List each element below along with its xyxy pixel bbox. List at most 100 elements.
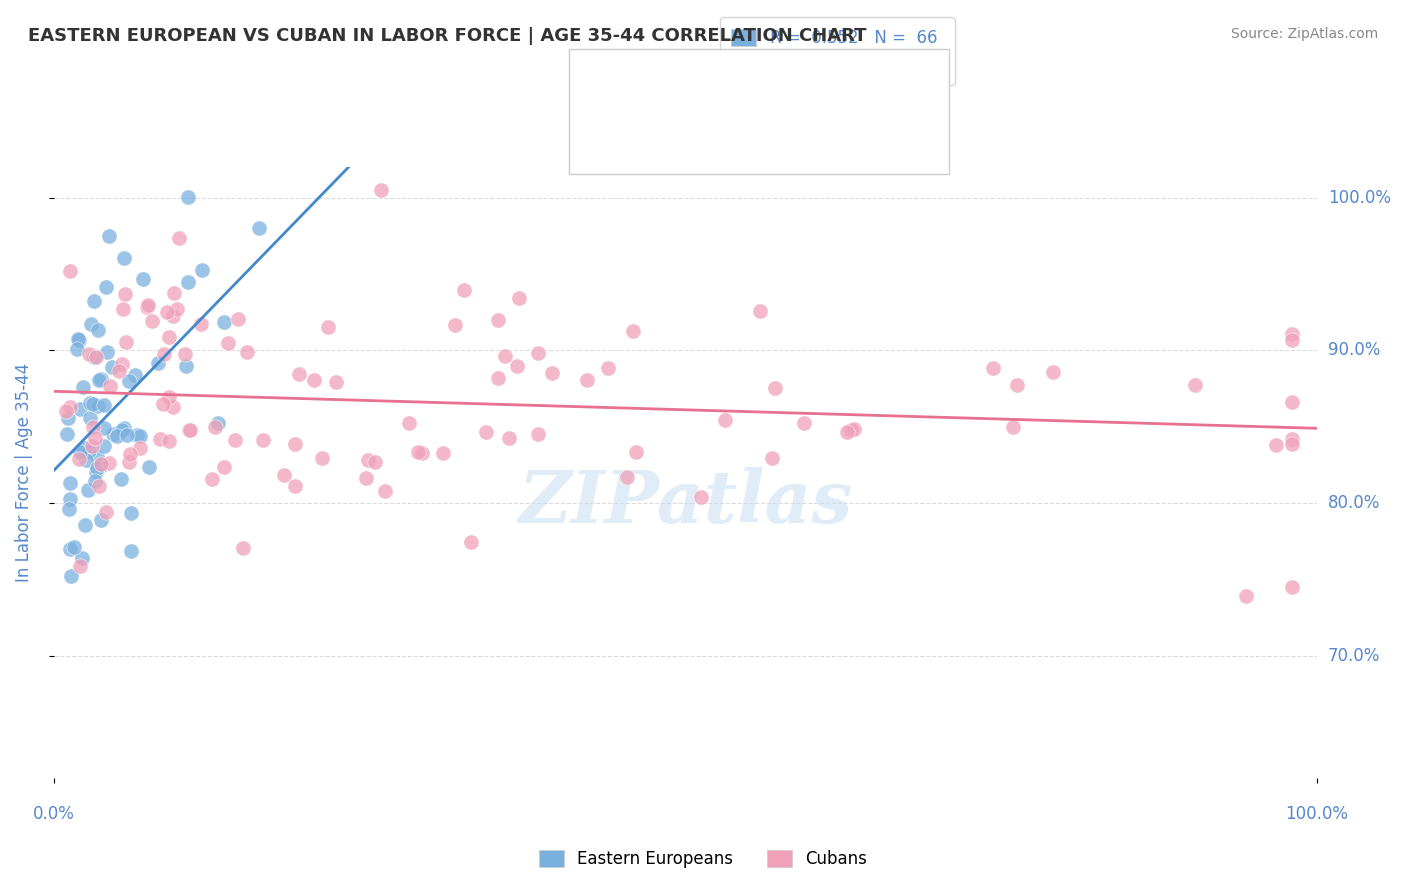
Point (149, 432, 172, 446)
Point (107, 363, 129, 377)
Point (129, 429, 152, 443)
Point (87, 323, 110, 337)
Point (761, 450, 783, 465)
Point (77, 483, 100, 497)
Point (75, 452, 97, 467)
Point (69, 559, 91, 574)
Point (125, 427, 148, 442)
Point (166, 301, 188, 316)
Point (75, 518, 97, 533)
Point (228, 312, 250, 326)
Point (157, 434, 180, 448)
Point (56, 411, 79, 425)
Point (356, 453, 378, 467)
Point (98, 456, 121, 470)
Point (111, 358, 134, 372)
Text: 100.0%: 100.0% (1329, 189, 1391, 207)
Point (162, 309, 184, 323)
Point (69, 401, 91, 416)
Text: EASTERN EUROPEAN VS CUBAN IN LABOR FORCE | AGE 35-44 CORRELATION CHART: EASTERN EUROPEAN VS CUBAN IN LABOR FORCE… (28, 27, 866, 45)
Point (204, 419, 226, 434)
Point (444, 318, 467, 332)
Point (179, 424, 201, 438)
Point (1281, 395, 1303, 409)
Point (1281, 432, 1303, 446)
Point (83, 350, 105, 364)
Point (190, 263, 212, 277)
Point (839, 423, 862, 437)
Point (67, 333, 90, 347)
Point (69, 444, 91, 458)
Point (101, 426, 124, 441)
Point (89, 373, 111, 387)
Text: ZIPatlas: ZIPatlas (519, 467, 852, 539)
Point (207, 416, 229, 430)
Point (59, 492, 82, 507)
Point (157, 330, 180, 344)
Point (105, 428, 128, 442)
Point (212, 314, 235, 328)
Point (84, 432, 107, 446)
Point (273, 467, 295, 482)
Point (749, 303, 772, 318)
Point (138, 460, 160, 475)
Point (83, 294, 105, 309)
Point (84, 350, 107, 364)
Point (1281, 333, 1303, 347)
Point (981, 361, 1004, 376)
Point (118, 455, 141, 469)
Point (114, 334, 136, 349)
Point (59, 264, 82, 278)
Point (84, 465, 107, 479)
Point (148, 355, 170, 369)
Point (59, 401, 82, 415)
Point (98, 378, 121, 392)
Point (842, 422, 865, 436)
Point (356, 471, 378, 485)
Text: 100.0%: 100.0% (1285, 805, 1348, 823)
Point (217, 336, 239, 351)
Point (79, 347, 101, 361)
Point (370, 183, 392, 197)
Point (1042, 366, 1064, 380)
Point (1281, 437, 1303, 451)
Point (212, 460, 235, 475)
Point (287, 368, 309, 382)
Point (177, 190, 200, 204)
Point (90, 513, 112, 527)
Point (55, 426, 77, 441)
Point (167, 231, 190, 245)
Point (90, 372, 112, 386)
Point (363, 454, 385, 468)
Point (236, 345, 259, 359)
Point (82, 420, 104, 434)
Point (94, 280, 117, 294)
Point (621, 324, 644, 338)
Point (152, 397, 174, 411)
Point (83, 474, 105, 488)
Point (190, 318, 212, 332)
Point (540, 366, 562, 380)
Point (325, 376, 347, 390)
Point (87, 478, 110, 492)
Point (72, 442, 94, 456)
Point (59, 476, 82, 491)
Point (575, 374, 598, 388)
Point (86, 460, 108, 475)
Point (411, 446, 433, 460)
Point (132, 271, 155, 285)
Point (157, 390, 180, 404)
Point (179, 423, 201, 437)
Point (124, 368, 146, 383)
Point (626, 445, 648, 459)
Point (120, 543, 142, 558)
Text: 70.0%: 70.0% (1329, 647, 1381, 665)
Point (763, 381, 786, 395)
Point (224, 434, 246, 448)
Point (86, 450, 108, 465)
Y-axis label: In Labor Force | Age 35-44: In Labor Force | Age 35-44 (15, 363, 32, 582)
Point (156, 304, 179, 318)
Point (714, 413, 737, 427)
Point (460, 534, 482, 549)
Point (86, 400, 108, 414)
